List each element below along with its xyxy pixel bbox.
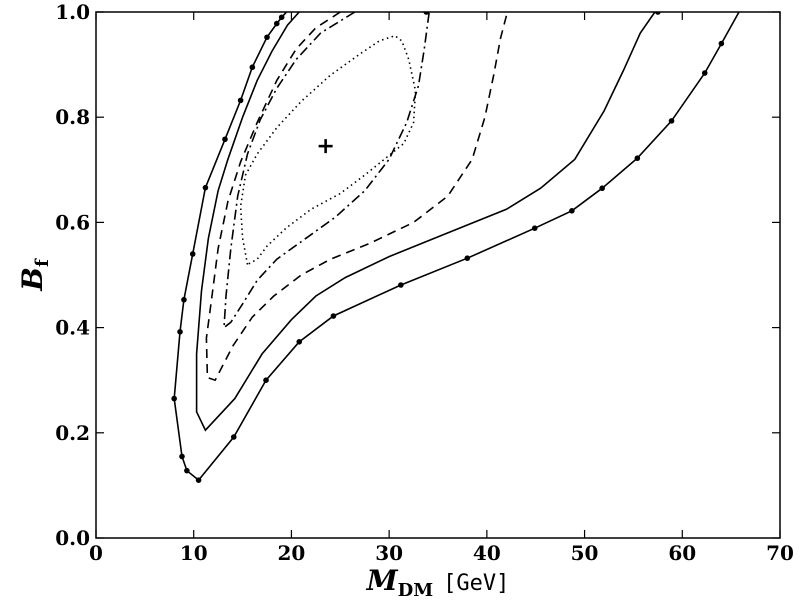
contour-markers bbox=[171, 12, 725, 483]
contour-marker-dot bbox=[634, 155, 641, 162]
x-axis-title-unit: [GeV] bbox=[443, 571, 509, 596]
contour-marker-dot bbox=[171, 395, 177, 402]
contour-dotted bbox=[239, 34, 417, 266]
y-tick-label: 0.4 bbox=[55, 316, 90, 340]
x-axis-ticks: 0 10 20 30 40 50 60 70 bbox=[89, 12, 794, 565]
contour-marker-dot bbox=[181, 296, 187, 303]
contour-marker-dot bbox=[222, 136, 228, 143]
x-tick-label: 40 bbox=[473, 541, 501, 565]
contour-marker-dot bbox=[202, 184, 209, 191]
contour-dash-dot bbox=[223, 12, 430, 330]
y-axis-ticks: 0.0 0.2 0.4 0.6 0.8 1.0 bbox=[55, 0, 780, 550]
contour-marker-dot bbox=[195, 477, 202, 483]
contour-marker-dot bbox=[718, 40, 725, 47]
y-tick-label: 0.8 bbox=[55, 105, 90, 129]
plot-area bbox=[96, 12, 780, 538]
y-tick-label: 0.6 bbox=[55, 210, 90, 234]
x-tick-label: 0 bbox=[89, 541, 103, 565]
x-axis-title: MDM [GeV] bbox=[366, 564, 510, 601]
best-fit-marker bbox=[318, 139, 333, 154]
plot-frame bbox=[95, 11, 781, 539]
contour-marker-dot bbox=[249, 64, 256, 71]
contour-marker-dot bbox=[398, 282, 404, 288]
x-tick-label: 70 bbox=[766, 541, 794, 565]
contour-marker-dot bbox=[273, 20, 280, 27]
y-axis-title-sub: f bbox=[32, 258, 53, 267]
contour-marker-dot bbox=[531, 225, 538, 231]
contour-marker-dot bbox=[464, 255, 471, 261]
contour-marker-dot bbox=[179, 453, 185, 460]
contour-marker-dot bbox=[701, 70, 708, 76]
y-axis-title: Bf bbox=[16, 258, 53, 292]
y-tick-label: 0.2 bbox=[55, 421, 90, 445]
contour-marker-dot bbox=[599, 185, 605, 192]
contour-marker-dot bbox=[230, 434, 237, 440]
x-tick-label: 20 bbox=[278, 541, 306, 565]
contour-dashed bbox=[205, 12, 509, 382]
contour-solid bbox=[195, 12, 656, 432]
contour-marker-dot bbox=[569, 208, 575, 214]
contour-marker-dot bbox=[184, 467, 190, 474]
y-tick-label: 0.0 bbox=[55, 526, 90, 550]
x-tick-label: 60 bbox=[668, 541, 696, 565]
y-axis-title-main: B bbox=[16, 267, 49, 292]
contour-marker-dot bbox=[177, 329, 183, 335]
contour-marker-dot bbox=[237, 97, 244, 104]
contour-marker-dot bbox=[263, 377, 269, 384]
y-tick-label: 1.0 bbox=[55, 0, 90, 24]
contour-marker-dot bbox=[668, 118, 675, 124]
x-axis-title-sub: DM bbox=[398, 580, 434, 601]
contour-marker-dot bbox=[330, 313, 337, 319]
x-tick-label: 50 bbox=[571, 541, 599, 565]
contour-marker-dot bbox=[189, 251, 196, 257]
x-tick-label: 30 bbox=[375, 541, 403, 565]
contour-marker-dot bbox=[278, 14, 285, 21]
x-axis-title-main: M bbox=[366, 564, 399, 597]
contour-marker-dot bbox=[264, 34, 270, 41]
x-tick-label: 10 bbox=[180, 541, 208, 565]
contour-marker-dot bbox=[296, 339, 303, 345]
